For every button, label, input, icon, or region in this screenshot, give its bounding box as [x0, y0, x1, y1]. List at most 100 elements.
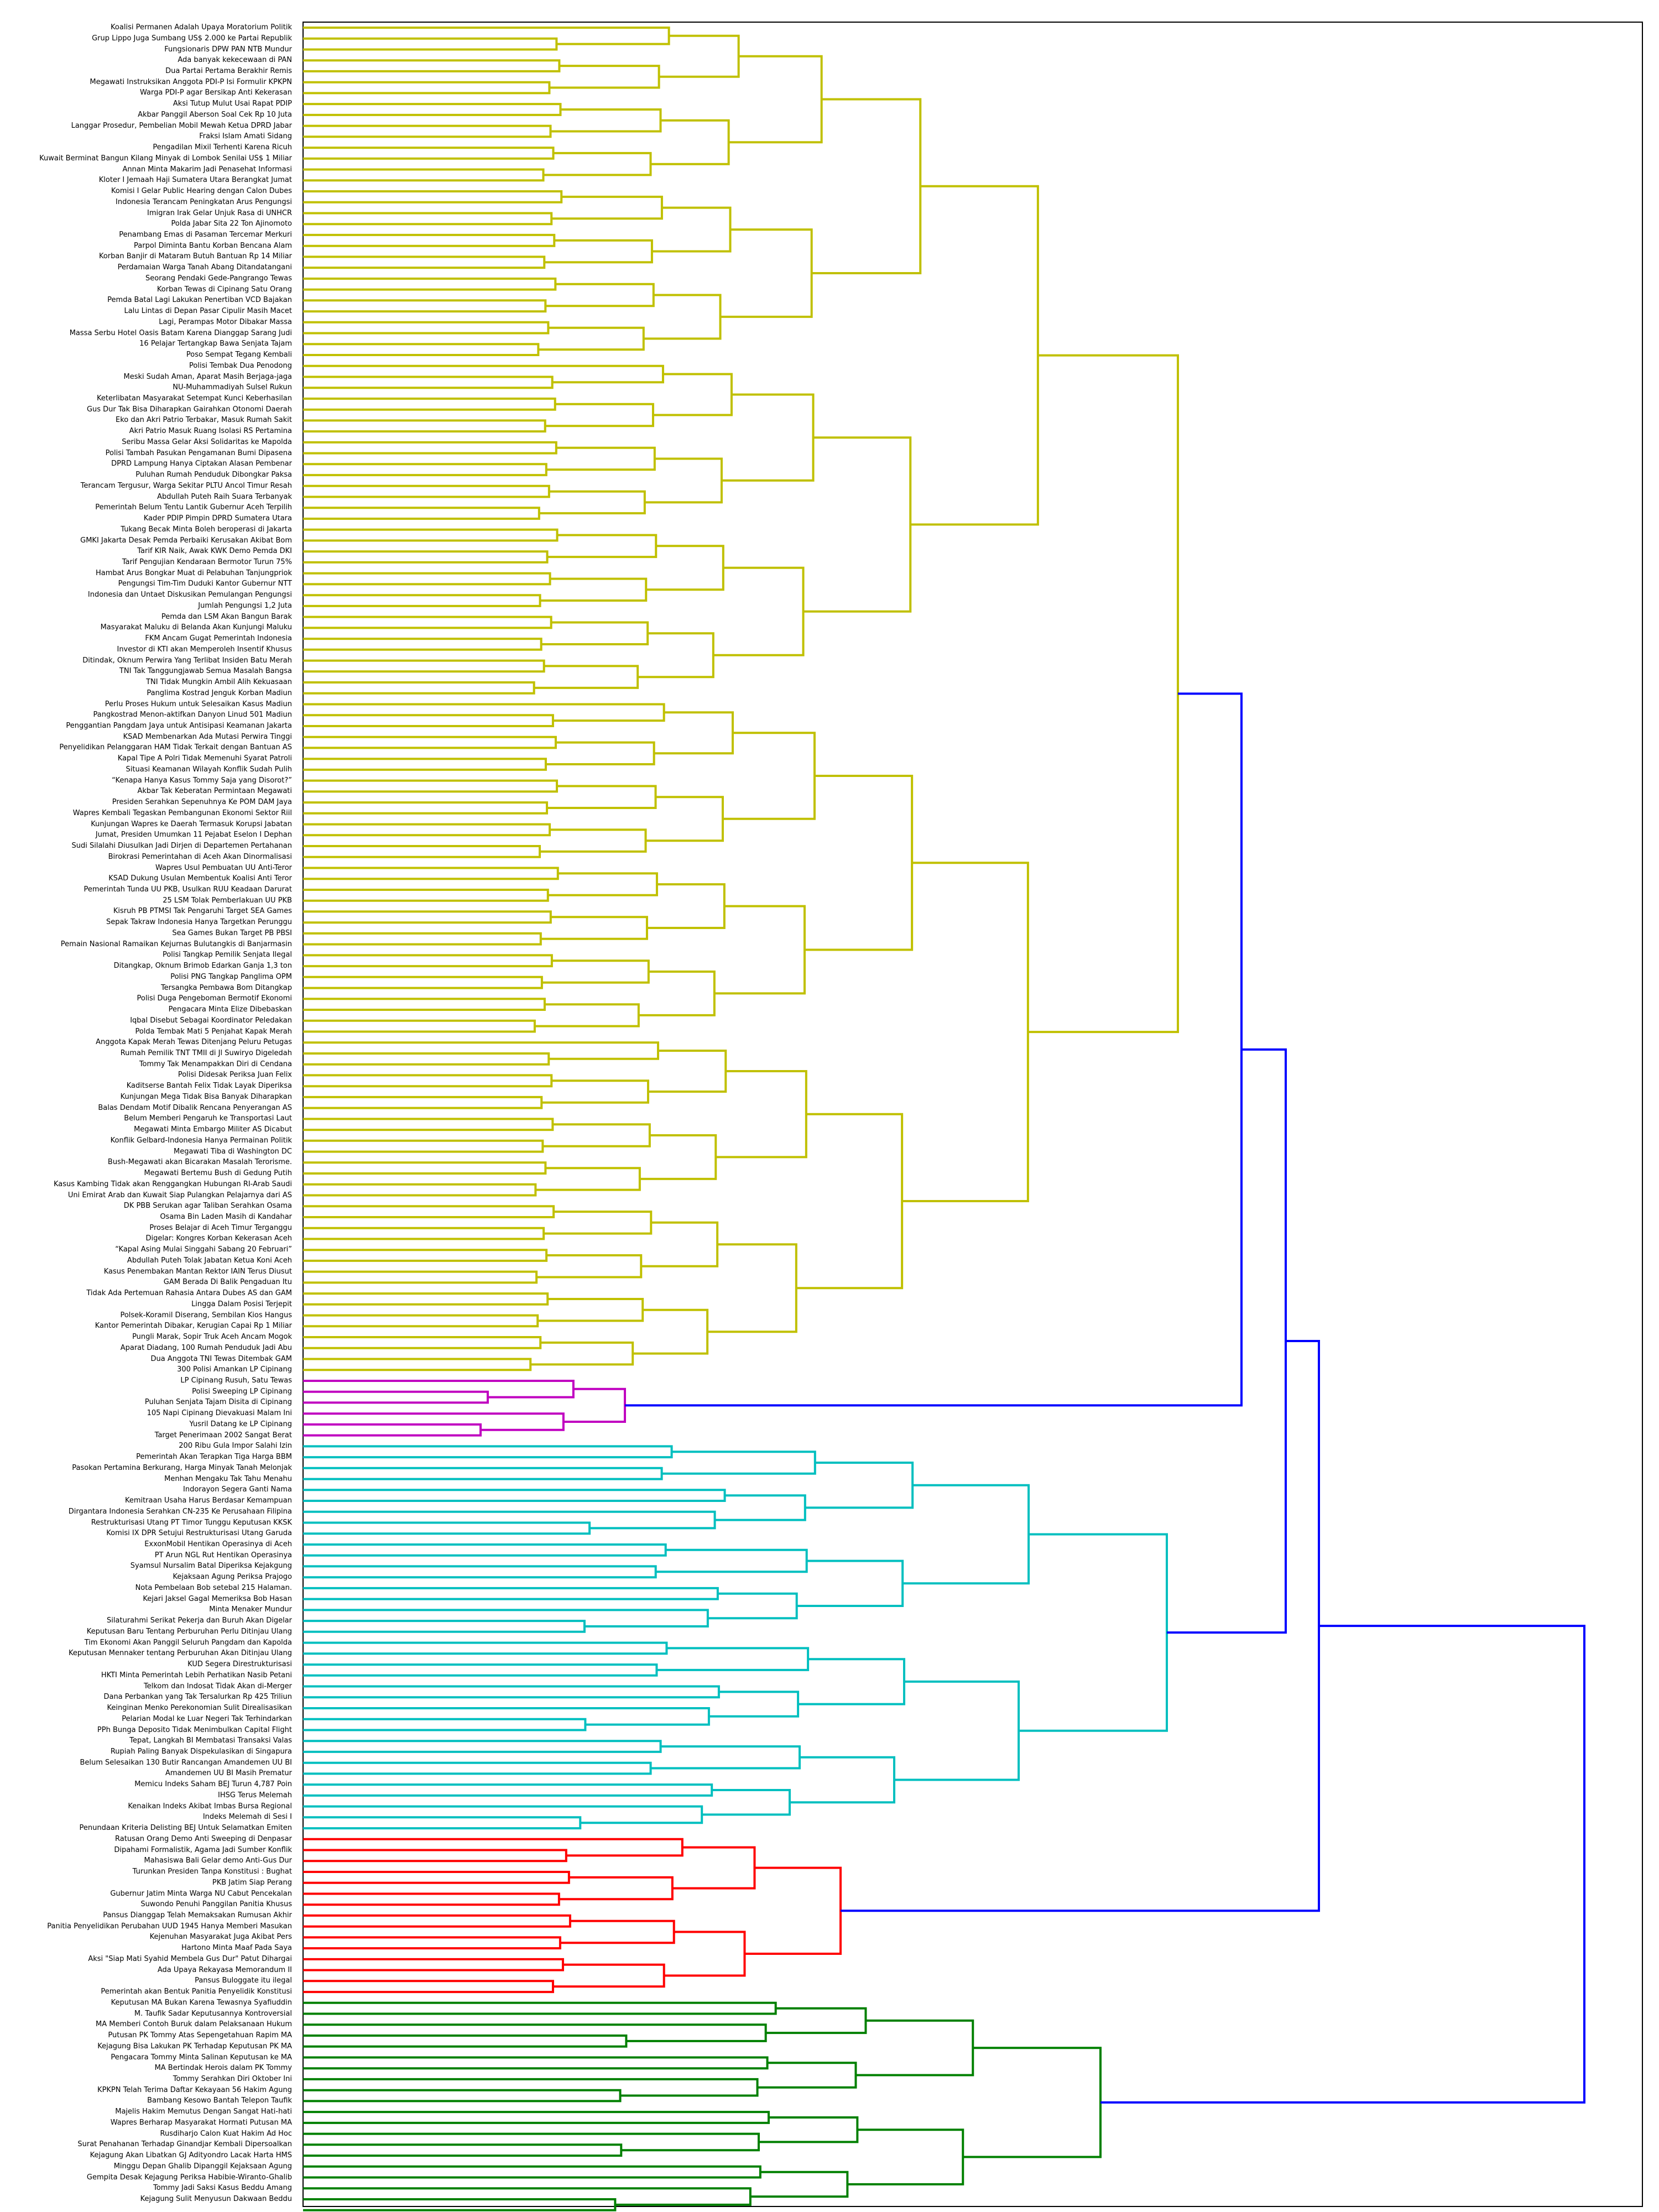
dendrogram-link: [542, 1123, 651, 1147]
dendrogram-link: [538, 1298, 644, 1322]
dendrogram-link: [1027, 354, 1179, 1034]
dendrogram-link: [303, 975, 543, 989]
dendrogram-link: [540, 828, 647, 853]
dendrogram-link: [303, 2187, 752, 2206]
leaf-label: Penundaan Kriteria Delisting BEJ Untuk S…: [79, 1824, 292, 1833]
leaf-label: Megawati Bertemu Bush di Gedung Putih: [144, 1169, 292, 1177]
dendrogram-link: [303, 1249, 548, 1262]
leaf-label: Wapres Usul Pembuatan UU Anti-Teror: [155, 863, 292, 872]
leaf-label: Pemda dan LSM Akan Bangun Barak: [161, 612, 292, 621]
dendrogram-link: [303, 37, 558, 51]
leaf-label: Kasus Kambing Tidak akan Renggangkan Hub…: [53, 1180, 292, 1188]
leaf-label: Aparat Diadang, 100 Rumah Penduduk Jadi …: [120, 1343, 292, 1352]
dendrogram-link: [303, 2165, 761, 2179]
dendrogram-link: [303, 1412, 565, 1431]
dendrogram-link: [540, 577, 648, 602]
dendrogram-link: [303, 1816, 582, 1830]
dendrogram-link: [650, 1745, 801, 1770]
dendrogram-link: [303, 233, 556, 247]
leaf-label: Wapres Berharap Masyarakat Hormati Putus…: [110, 2118, 292, 2127]
leaf-label: Tepat, Langkah BI Membatasi Transaksi Va…: [129, 1736, 292, 1745]
dendrogram-link: [303, 419, 546, 433]
leaf-label: Aksi Tutup Mulut Usai Rapat PDIP: [173, 100, 292, 108]
dendrogram-link: [855, 2019, 974, 2077]
leaf-label: Balas Dendam Motif Dibalik Rencana Penye…: [98, 1103, 292, 1112]
leaf-label: DPRD Lampung Hanya Ciptakan Alasan Pembe…: [111, 460, 292, 468]
leaf-label: Pemain Nasional Ramaikan Kejurnas Buluta…: [60, 940, 292, 948]
dendrogram-link: [549, 65, 660, 89]
dendrogram-link: [303, 321, 550, 335]
dendrogram-link: [659, 34, 740, 78]
leaf-label: Pengacara Minta Elize Dibebaskan: [168, 1005, 292, 1014]
dendrogram-link: [644, 457, 723, 504]
dendrogram-link: [303, 1663, 658, 1677]
leaf-label: Penggantian Pangdam Jaya untuk Antisipas…: [66, 722, 292, 730]
leaf-label: Indorayon Segera Ganti Nama: [183, 1485, 292, 1494]
dendrogram-link: [303, 550, 549, 564]
dendrogram-link: [303, 1205, 555, 1218]
dendrogram-link: [538, 326, 645, 351]
leaf-label: Kloter I Jemaah Haji Sumatera Utara Bera…: [98, 176, 292, 185]
dendrogram-link: [303, 147, 555, 160]
leaf-label: Belum Selesaikan 130 Butir Rancangan Ama…: [80, 1758, 292, 1767]
leaf-label: Indonesia Terancam Peningkatan Arus Peng…: [116, 197, 292, 206]
dendrogram-link: [303, 484, 550, 498]
dendrogram-link: [303, 1019, 536, 1033]
leaf-label: 200 Ribu Gula Impor Salahi Izin: [179, 1442, 292, 1451]
dendrogram-link: [638, 632, 714, 679]
dendrogram-link: [744, 1866, 842, 1955]
leaf-label: 25 LSM Tolak Pemberlakuan UU PKB: [163, 896, 292, 905]
dendrogram-link: [707, 1592, 798, 1620]
dendrogram-link: [551, 195, 663, 220]
leaf-label: Restrukturisasi Utang PT Timor Tunggu Ke…: [91, 1518, 292, 1527]
leaf-label: Polisi Tembak Dua Penodong: [189, 361, 292, 370]
dendrogram-link: [303, 397, 556, 411]
dendrogram-link: [303, 954, 553, 968]
leaf-label: Target Penerimaan 2002 Sangat Berat: [154, 1431, 292, 1439]
plot-frame: [302, 22, 1643, 2207]
leaf-label: Kejari Jaksel Gagal Memeriksa Bob Hasan: [143, 1594, 292, 1603]
leaf-label: Digelar: Kongres Korban Kekerasan Aceh: [145, 1234, 292, 1243]
leaf-label: Proses Belajar di Aceh Timur Terganggu: [149, 1223, 292, 1232]
dendrogram-link: [707, 1243, 797, 1333]
leaf-label: HKTI Minta Pemerintah Lebih Perhatikan N…: [101, 1671, 292, 1679]
dendrogram-link: [303, 299, 547, 313]
leaf-label: Kunjungan Mega Tidak Bisa Banyak Diharap…: [120, 1092, 292, 1101]
leaf-label: Penambang Emas di Pasaman Tercemar Merku…: [119, 230, 292, 239]
leaf-label: Keputusan MA Bukan Karena Tewasnya Syafi…: [111, 1998, 292, 2007]
leaf-label: Polisi Sweeping LP Cipinang: [192, 1387, 292, 1396]
leaf-label: Puluhan Rumah Penduduk Dibongkar Paksa: [135, 471, 292, 479]
leaf-label: Ditangkap, Oknum Brimob Edarkan Ganja 1,…: [113, 962, 292, 971]
leaf-label: Aksi "Siap Mati Syahid Membela Gus Dur" …: [88, 1954, 292, 1963]
leaf-label: Polda Jabar Sita 22 Ton Ajinomoto: [171, 220, 292, 228]
leaf-label: GAM Berada Di Balik Pengaduan Itu: [163, 1278, 292, 1287]
dendrogram-link: [702, 1789, 791, 1816]
leaf-label: Tommy Serahkan Diri Oktober Ini: [173, 2074, 292, 2083]
dendrogram-link: [303, 1740, 662, 1753]
leaf-label: Kenaikan Indeks Akibat Imbas Bursa Regio…: [128, 1802, 292, 1811]
leaf-label: Komisi I Gelar Public Hearing dengan Cal…: [111, 187, 292, 195]
leaf-label: Eko dan Akri Patrio Terbakar, Masuk Ruma…: [116, 416, 292, 425]
dendrogram-link: [765, 2007, 867, 2034]
leaf-label: Pansus Dianggap Telah Memaksakan Rumusan…: [103, 1911, 292, 1919]
leaf-label: DK PBB Serukan agar Taliban Serahkan Osa…: [123, 1202, 292, 1211]
leaf-label: Keputusan Baru Tentang Perburuhan Perlu …: [86, 1627, 292, 1636]
leaf-label: Jumat, Presiden Umumkan 11 Pejabat Eselo…: [95, 831, 292, 839]
dendrogram-link: [650, 119, 730, 165]
dendrogram-link: [661, 1451, 816, 1475]
dendrogram-link: [539, 490, 646, 515]
leaf-label: Kaditserse Bantah Felix Tidak Layak Dipe…: [126, 1082, 292, 1091]
dendrogram-link: [303, 1510, 716, 1530]
leaf-label: Telkom dan Indosat Tidak Akan di-Merger: [143, 1682, 292, 1691]
leaf-label: MA Memberi Contoh Buruk dalam Pelaksanaa…: [96, 2020, 292, 2029]
dendrogram-link: [303, 1467, 663, 1480]
leaf-label: Polisi PNG Tangkap Panglima OPM: [170, 972, 292, 981]
leaf-label: Jumlah Pengungsi 1,2 Juta: [198, 601, 292, 610]
dendrogram-link: [758, 2116, 859, 2143]
dendrogram-link: [303, 441, 557, 455]
dendrogram-link: [728, 55, 823, 144]
leaf-label: Turunkan Presiden Tanpa Konstitusi : Bug…: [132, 1867, 292, 1876]
leaf-label: Pemda Batal Lagi Lakukan Penertiban VCD …: [107, 296, 292, 305]
dendrogram-link: [303, 1161, 547, 1175]
